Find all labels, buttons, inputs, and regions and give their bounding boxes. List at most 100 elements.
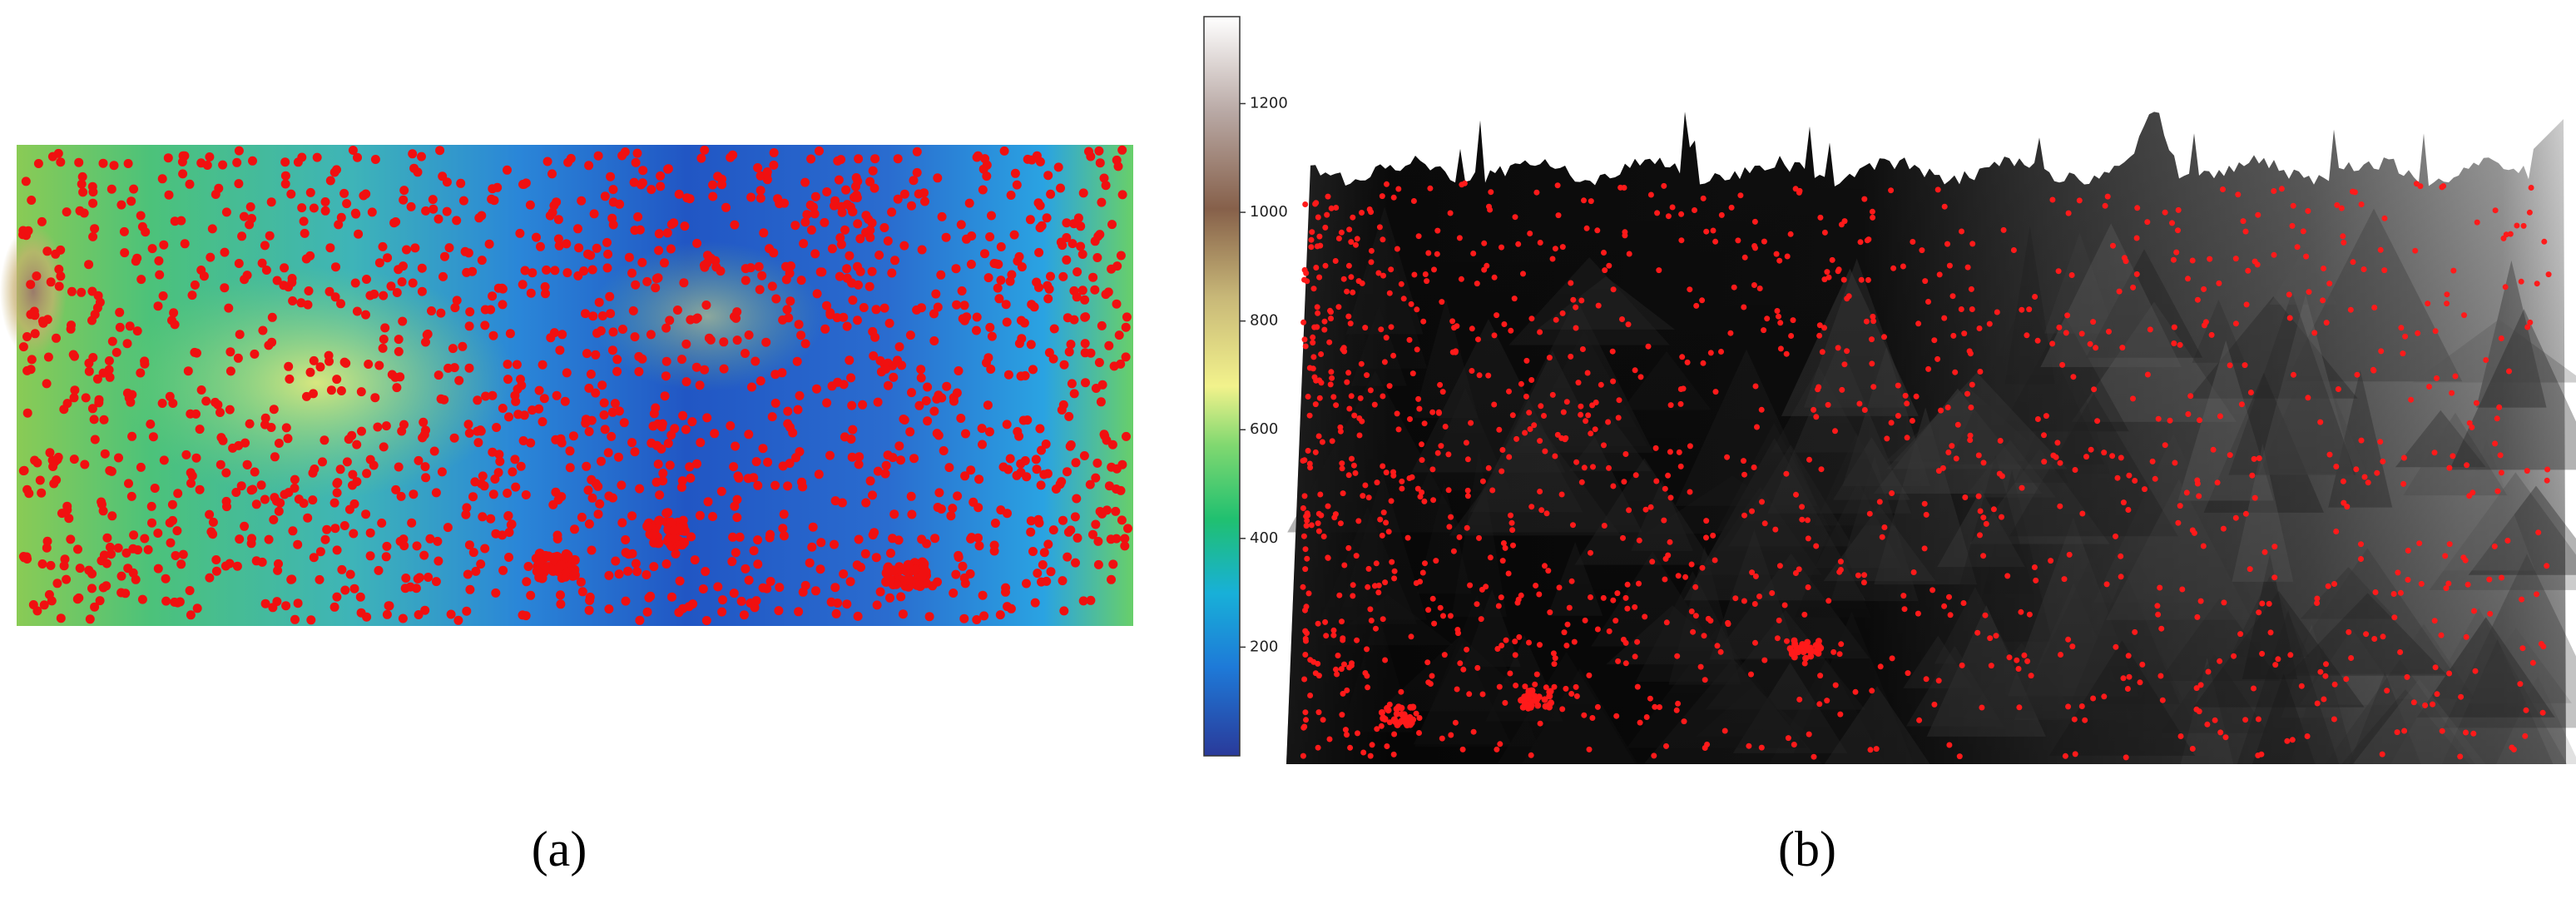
site (907, 388, 916, 398)
site (920, 196, 929, 206)
site (2185, 411, 2192, 417)
site (845, 577, 855, 587)
site (1043, 294, 1053, 304)
site (797, 477, 806, 487)
site (845, 251, 855, 261)
site (185, 586, 195, 595)
site (1028, 547, 1038, 556)
site (1761, 657, 1768, 663)
site (2348, 655, 2355, 661)
site (2094, 418, 2101, 425)
site (1801, 660, 1808, 667)
site (353, 152, 362, 162)
site (672, 305, 682, 315)
site (1508, 327, 1514, 334)
site (960, 471, 970, 481)
site (161, 596, 171, 606)
site (2072, 467, 2078, 473)
site (1589, 715, 1596, 721)
site (2238, 401, 2245, 408)
site (115, 322, 125, 332)
site (1870, 313, 1876, 320)
site (124, 479, 133, 489)
site (2110, 242, 2116, 249)
site (402, 245, 411, 255)
site (1600, 594, 1607, 601)
site (1922, 278, 1929, 285)
site (577, 512, 587, 522)
site (1303, 603, 1310, 610)
site (143, 544, 153, 554)
site (1335, 653, 1341, 658)
site (678, 603, 688, 613)
site (980, 249, 989, 259)
site (1049, 324, 1059, 334)
site (1334, 671, 1340, 678)
site (1819, 349, 1825, 355)
site (765, 533, 775, 543)
site (617, 518, 627, 528)
site (1447, 210, 1454, 216)
site (186, 409, 196, 419)
site (2132, 478, 2138, 484)
site (1448, 514, 1454, 520)
site (1527, 426, 1533, 432)
site (1761, 327, 1767, 334)
site (1117, 515, 1127, 525)
site (1692, 584, 1699, 590)
site (23, 226, 33, 236)
site (597, 380, 607, 390)
site (349, 499, 359, 509)
site (1070, 512, 1080, 522)
site (350, 208, 360, 218)
site (1752, 639, 1758, 646)
site (1642, 506, 1649, 513)
site (542, 156, 552, 166)
site (1123, 524, 1132, 534)
site (2271, 544, 2278, 550)
site (52, 475, 62, 485)
site (586, 370, 596, 379)
site (957, 286, 967, 296)
site (656, 181, 666, 191)
site (1022, 472, 1032, 482)
site (2189, 257, 2196, 264)
site (205, 573, 215, 583)
site (1393, 710, 1400, 718)
site (1923, 676, 1930, 683)
site (1391, 568, 1398, 574)
site (273, 565, 283, 575)
site (178, 169, 188, 179)
site (480, 320, 490, 330)
site (812, 289, 822, 299)
site (1442, 424, 1449, 430)
site (894, 441, 904, 451)
site (690, 555, 700, 565)
site (929, 336, 939, 345)
site (422, 330, 432, 340)
site (1095, 158, 1105, 168)
colorbar-tick-label: 1000 (1250, 203, 1288, 221)
site (1503, 637, 1509, 643)
site (315, 547, 325, 557)
site (2259, 650, 2266, 657)
site (1799, 516, 1806, 523)
site (1533, 189, 1540, 196)
site (2350, 259, 2356, 266)
site (2452, 373, 2459, 380)
site (406, 201, 416, 211)
site (1967, 432, 1974, 439)
site (378, 241, 388, 251)
site (1080, 339, 1090, 349)
site (2519, 645, 2526, 652)
site (526, 438, 536, 448)
site (1825, 598, 1832, 604)
site (1773, 251, 1780, 257)
site (1949, 443, 1955, 450)
site (783, 406, 793, 416)
site (755, 376, 765, 386)
site (2159, 697, 2166, 703)
site (105, 465, 115, 475)
site (127, 390, 137, 400)
site (2120, 499, 2127, 506)
